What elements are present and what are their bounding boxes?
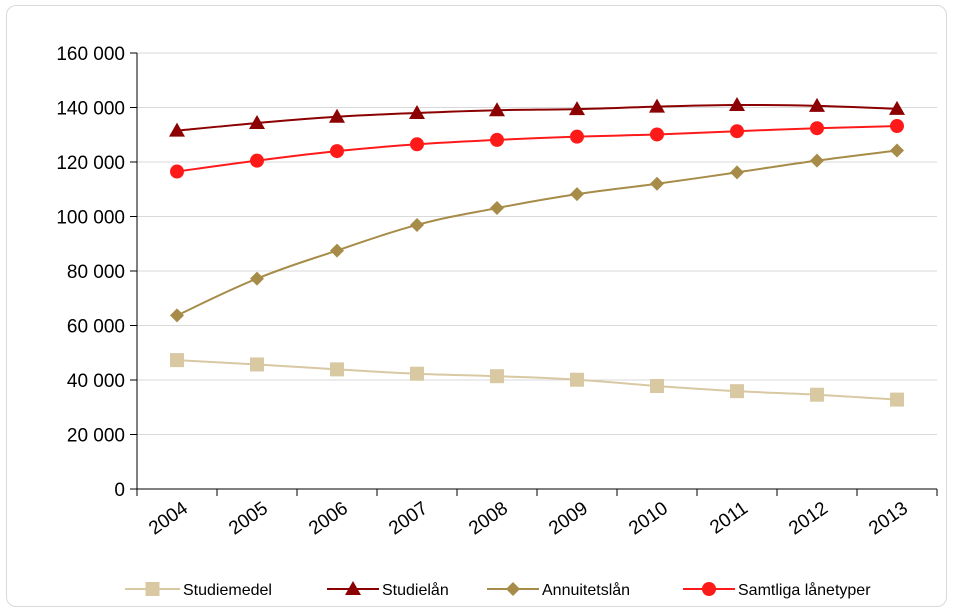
legend-marker-circle xyxy=(702,582,716,596)
data-point-circle xyxy=(890,119,904,134)
x-tick-label: 2009 xyxy=(545,498,592,539)
y-tick-label: 60 000 xyxy=(67,317,125,338)
data-point-triangle xyxy=(569,101,585,116)
series-line xyxy=(176,103,898,132)
data-point-diamond xyxy=(570,187,584,202)
y-tick-label: 140 000 xyxy=(56,99,125,120)
data-point-circle xyxy=(810,121,824,136)
y-tick-label: 80 000 xyxy=(67,262,125,283)
data-point-circle xyxy=(250,153,264,168)
series-line xyxy=(176,359,898,401)
x-tick-label: 2004 xyxy=(145,498,192,540)
x-tick-label: 2010 xyxy=(625,498,672,539)
data-point-diamond xyxy=(890,143,904,158)
data-point-circle xyxy=(170,164,184,179)
y-tick-label: 0 xyxy=(114,480,125,501)
x-tick-label: 2007 xyxy=(385,498,432,539)
series-line xyxy=(176,149,898,317)
series-line xyxy=(176,125,898,173)
data-point-square xyxy=(490,369,504,384)
y-axis-ticks: 0 20 000 40 000 60 000 80 000 100 000 120 000 1… xyxy=(56,44,137,501)
data-point-circle xyxy=(410,137,424,152)
legend-item: Annuitetslån xyxy=(487,581,630,599)
x-tick-label: 2011 xyxy=(706,498,752,539)
data-point-circle xyxy=(650,127,664,142)
data-point-square xyxy=(410,366,424,381)
series-group xyxy=(169,97,905,407)
data-point-diamond xyxy=(810,153,824,168)
series-studiemedel xyxy=(170,353,904,407)
series-samtliga-l-netyper xyxy=(170,119,904,179)
x-tick-label: 2005 xyxy=(225,498,272,539)
x-tick-label: 2012 xyxy=(785,498,832,539)
data-point-diamond xyxy=(170,308,184,323)
x-tick-label: 2013 xyxy=(865,498,912,539)
legend: Studiemedel Studielån Annuitetslån Samtliga… xyxy=(125,581,871,599)
legend-label: Studiemedel xyxy=(183,582,272,599)
data-point-square xyxy=(650,378,664,393)
data-point-triangle xyxy=(809,97,825,112)
legend-label: Annuitetslån xyxy=(542,581,630,599)
data-point-triangle xyxy=(169,122,185,137)
legend-marker-square xyxy=(145,582,160,596)
data-point-square xyxy=(810,387,824,402)
data-point-circle xyxy=(570,129,584,144)
data-point-triangle xyxy=(649,98,665,113)
data-point-diamond xyxy=(250,271,264,286)
data-point-diamond xyxy=(650,176,664,191)
data-point-triangle xyxy=(249,115,265,130)
legend-marker-triangle xyxy=(345,581,361,595)
data-point-square xyxy=(330,362,344,377)
data-point-diamond xyxy=(490,201,504,216)
data-point-circle xyxy=(330,144,344,159)
legend-marker-diamond xyxy=(506,582,520,596)
legend-item: Studiemedel xyxy=(125,582,272,599)
y-tick-label: 160 000 xyxy=(56,44,125,65)
legend-item: Samtliga lånetyper xyxy=(683,581,871,599)
data-point-circle xyxy=(490,132,504,147)
data-point-triangle xyxy=(329,108,345,123)
y-tick-label: 100 000 xyxy=(56,208,125,229)
data-point-square xyxy=(170,353,184,368)
y-tick-label: 120 000 xyxy=(56,153,125,174)
data-point-triangle xyxy=(409,104,425,119)
data-point-triangle xyxy=(729,97,745,112)
data-point-diamond xyxy=(330,243,344,258)
data-point-diamond xyxy=(730,165,744,180)
legend-label: Studielån xyxy=(382,581,449,599)
data-point-circle xyxy=(730,124,744,139)
data-point-square xyxy=(890,392,904,407)
data-point-triangle xyxy=(489,102,505,117)
legend-label: Samtliga lånetyper xyxy=(738,581,871,599)
legend-item: Studielån xyxy=(327,581,449,599)
series-annuitetsl-n xyxy=(170,143,904,323)
x-tick-label: 2008 xyxy=(465,498,512,539)
data-point-square xyxy=(250,357,264,372)
y-tick-label: 20 000 xyxy=(67,426,125,447)
data-point-triangle xyxy=(889,100,905,115)
data-point-diamond xyxy=(410,217,424,232)
x-axis-ticks: 2004 2005 2006 2007 2008 2009 2010 2011 2012 2013 xyxy=(136,489,938,540)
data-point-square xyxy=(570,372,584,387)
x-tick-label: 2006 xyxy=(305,498,352,539)
y-tick-label: 40 000 xyxy=(67,371,125,392)
data-point-square xyxy=(730,384,744,399)
series-studiel-n xyxy=(169,97,905,137)
